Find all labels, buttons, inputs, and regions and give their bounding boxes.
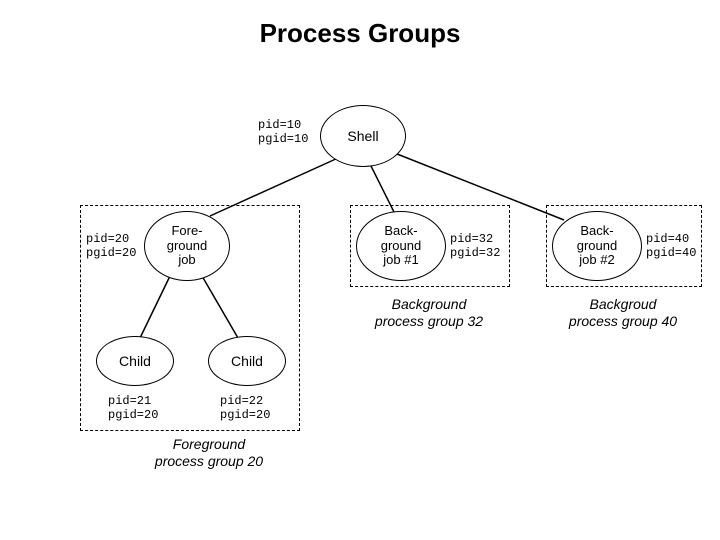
pid-label-fgjob: pid=20pgid=20 [86,232,136,261]
group-label-bg1: Backgroundprocess group 32 [350,296,508,330]
diagram-title: Process Groups [0,18,720,49]
node-foreground-job: Fore-groundjob [144,211,230,281]
group-label-foreground: Foregroundprocess group 20 [100,436,318,470]
pid-label-shell: pid=10pgid=10 [258,118,308,147]
node-child-1: Child [96,336,174,386]
pid-label-bgjob1: pid=32pgid=32 [450,232,500,261]
group-label-bg2: Backgroudprocess group 40 [546,296,700,330]
pid-label-bgjob2: pid=40pgid=40 [646,232,696,261]
node-shell: Shell [320,105,406,167]
node-child-2: Child [208,336,286,386]
node-bg-job-1: Back-groundjob #1 [356,211,446,281]
pid-label-child2: pid=22pgid=20 [220,394,270,423]
node-bg-job-2: Back-groundjob #2 [552,211,642,281]
pid-label-child1: pid=21pgid=20 [108,394,158,423]
